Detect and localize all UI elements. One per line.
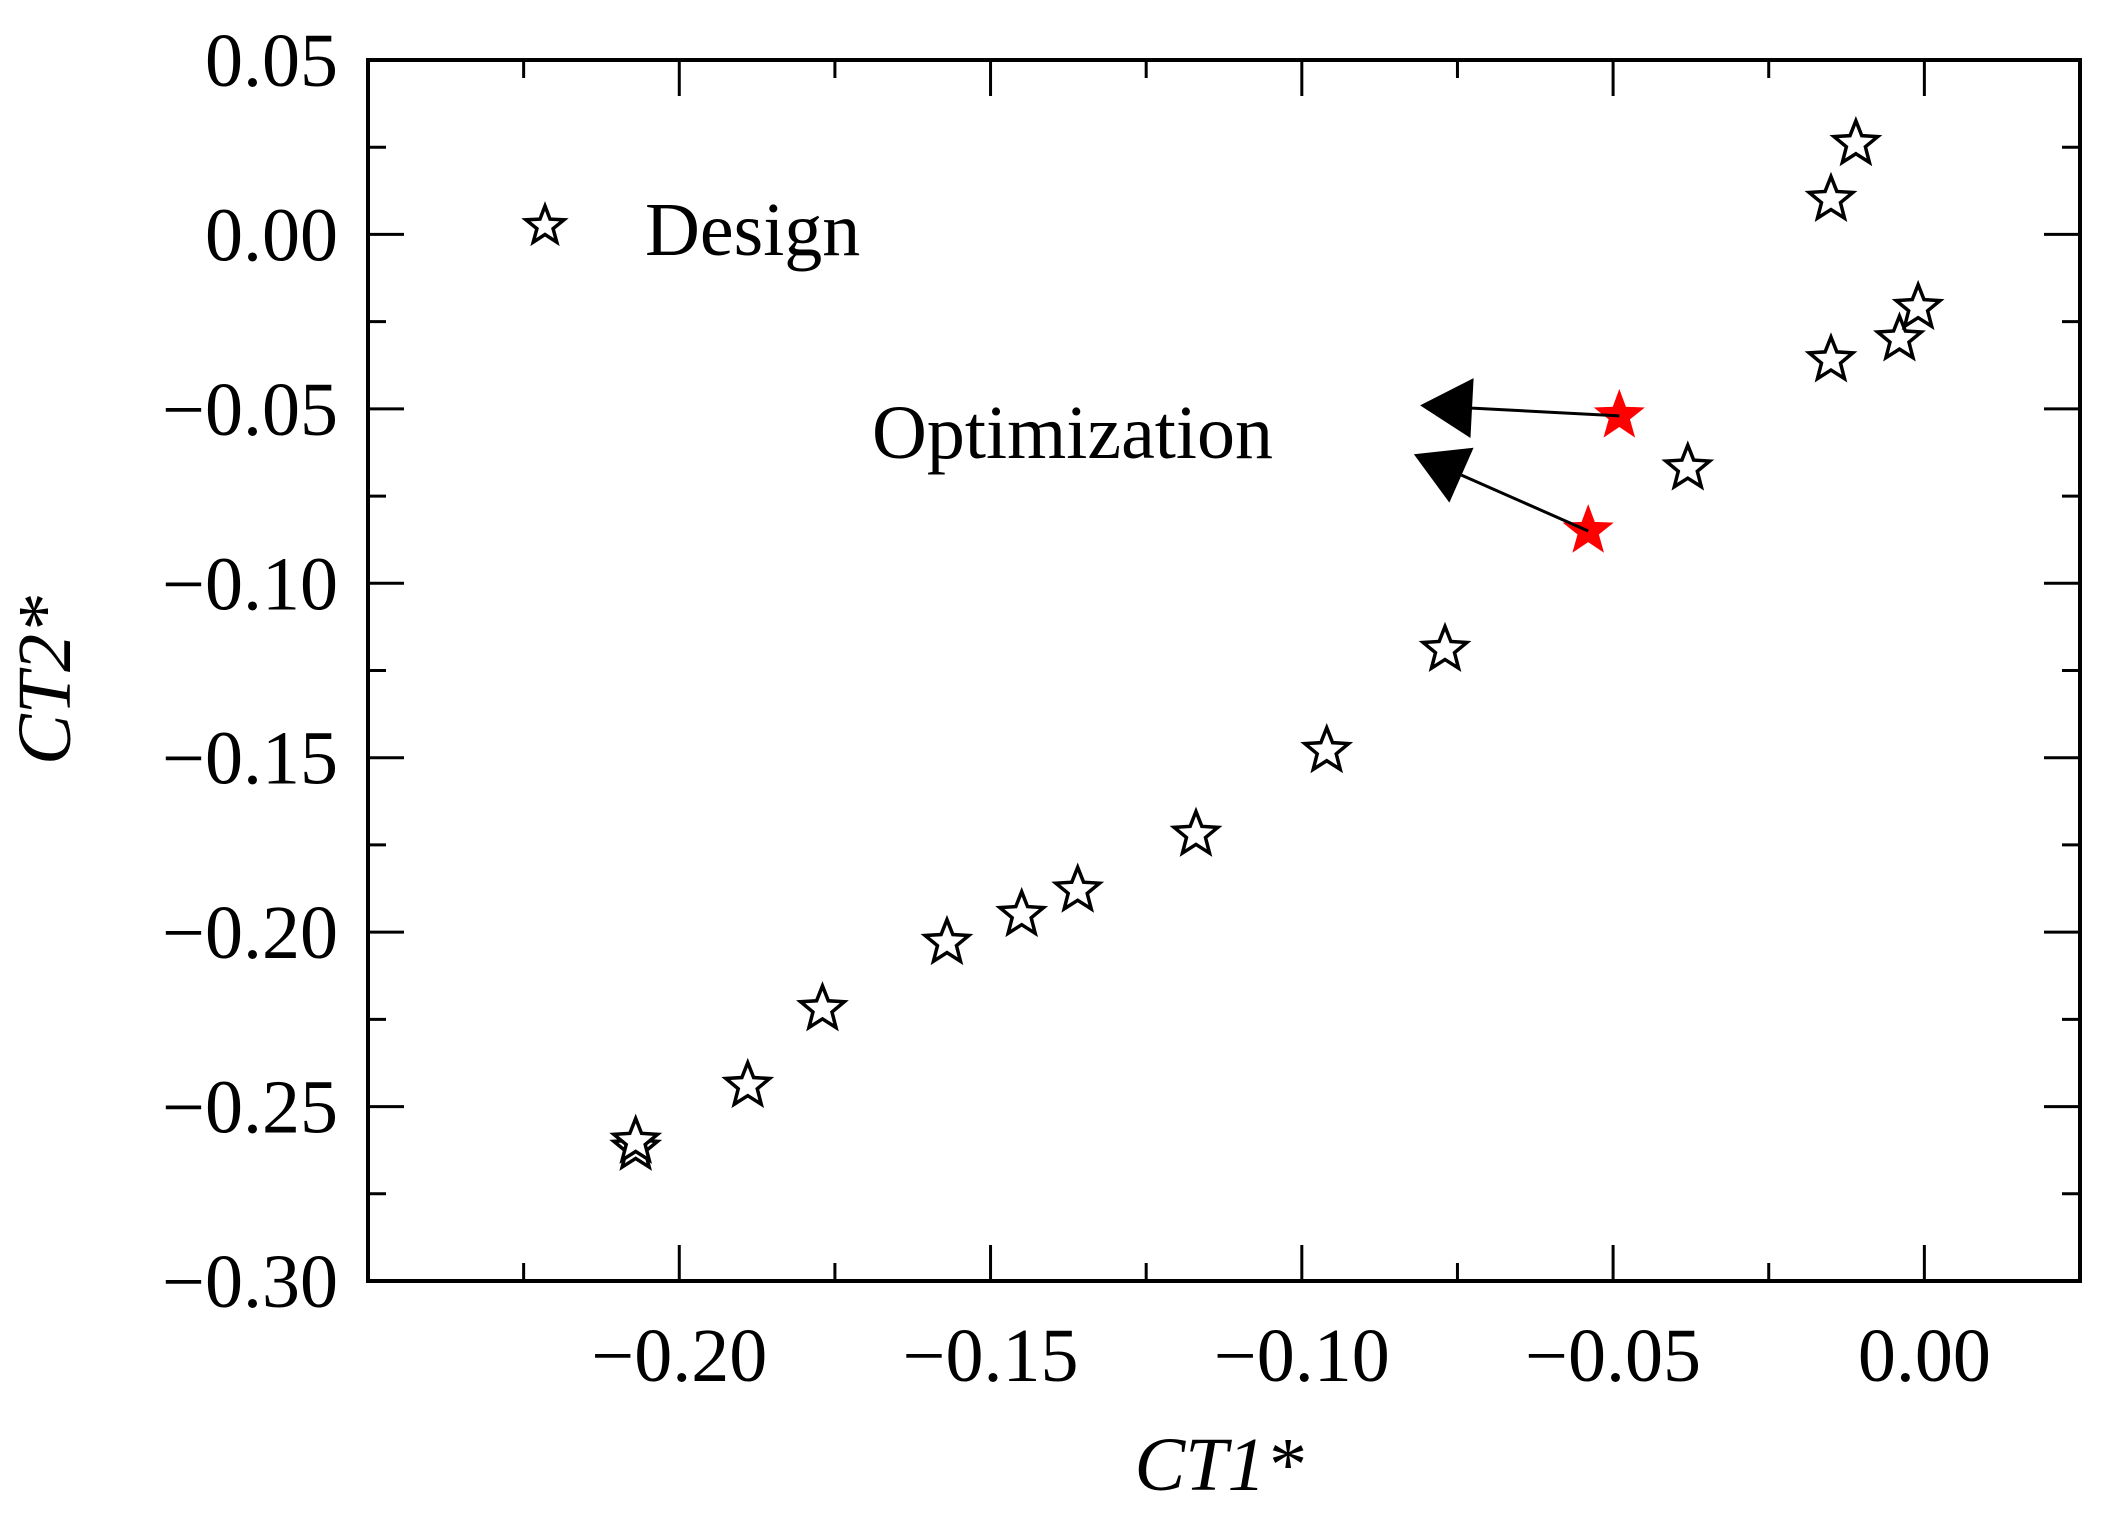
design-point: [1873, 311, 1926, 362]
y-tick-label: 0.05: [205, 19, 338, 103]
design-point: [995, 886, 1049, 938]
design-point: [796, 981, 849, 1032]
design-point: [609, 1113, 663, 1164]
design-point: [1051, 862, 1105, 913]
annotation-arrow-shaft: [1460, 473, 1589, 533]
design-point: [1169, 806, 1223, 857]
legend-star-shape: [521, 201, 569, 247]
design-point: [1300, 722, 1354, 774]
ticks-layer: −0.20 −0.15 −0.10 −0.05 0.00 0.05 0.00 −0.05 −0.…: [162, 19, 2080, 1398]
y-tick-label: −0.30: [162, 1240, 338, 1324]
design-point: [721, 1057, 775, 1109]
y-tick-label: −0.20: [162, 891, 338, 975]
optimization-annotation: Optimization: [872, 391, 1273, 475]
x-tick-label: −0.15: [903, 1314, 1079, 1398]
optimization-point: [1593, 388, 1645, 438]
annotation-arrow-head: [1420, 378, 1474, 439]
design-point: [1661, 440, 1715, 491]
y-tick-label: −0.15: [162, 717, 338, 801]
legend-design-star-icon: [521, 201, 569, 247]
annotation-layer: [1413, 378, 1620, 533]
design-point: [1804, 171, 1858, 223]
optimization-point: [1562, 504, 1614, 553]
annotation-arrow-shaft: [1471, 406, 1620, 418]
annotation-arrow-head: [1413, 447, 1474, 503]
x-tick-label: −0.20: [591, 1314, 767, 1398]
design-point: [1829, 115, 1883, 167]
x-tick-label: 0.00: [1858, 1314, 1991, 1398]
y-tick-label: −0.05: [162, 368, 338, 452]
points-layer: [609, 115, 1945, 1171]
design-point: [1891, 279, 1945, 331]
plot-frame: [366, 58, 2082, 1283]
y-axis-title: CT2*: [3, 596, 87, 765]
design-point: [920, 914, 974, 966]
x-tick-label: −0.05: [1525, 1314, 1701, 1398]
y-tick-label: −0.10: [162, 542, 338, 626]
design-point: [1418, 621, 1472, 673]
legend: Design: [521, 188, 860, 272]
y-tick-label: −0.25: [162, 1066, 338, 1150]
x-axis-title: CT1*: [1135, 1423, 1304, 1507]
design-point: [1804, 332, 1858, 383]
y-tick-label: 0.00: [205, 193, 338, 277]
x-tick-label: −0.10: [1214, 1314, 1390, 1398]
legend-label-design: Design: [645, 188, 860, 272]
